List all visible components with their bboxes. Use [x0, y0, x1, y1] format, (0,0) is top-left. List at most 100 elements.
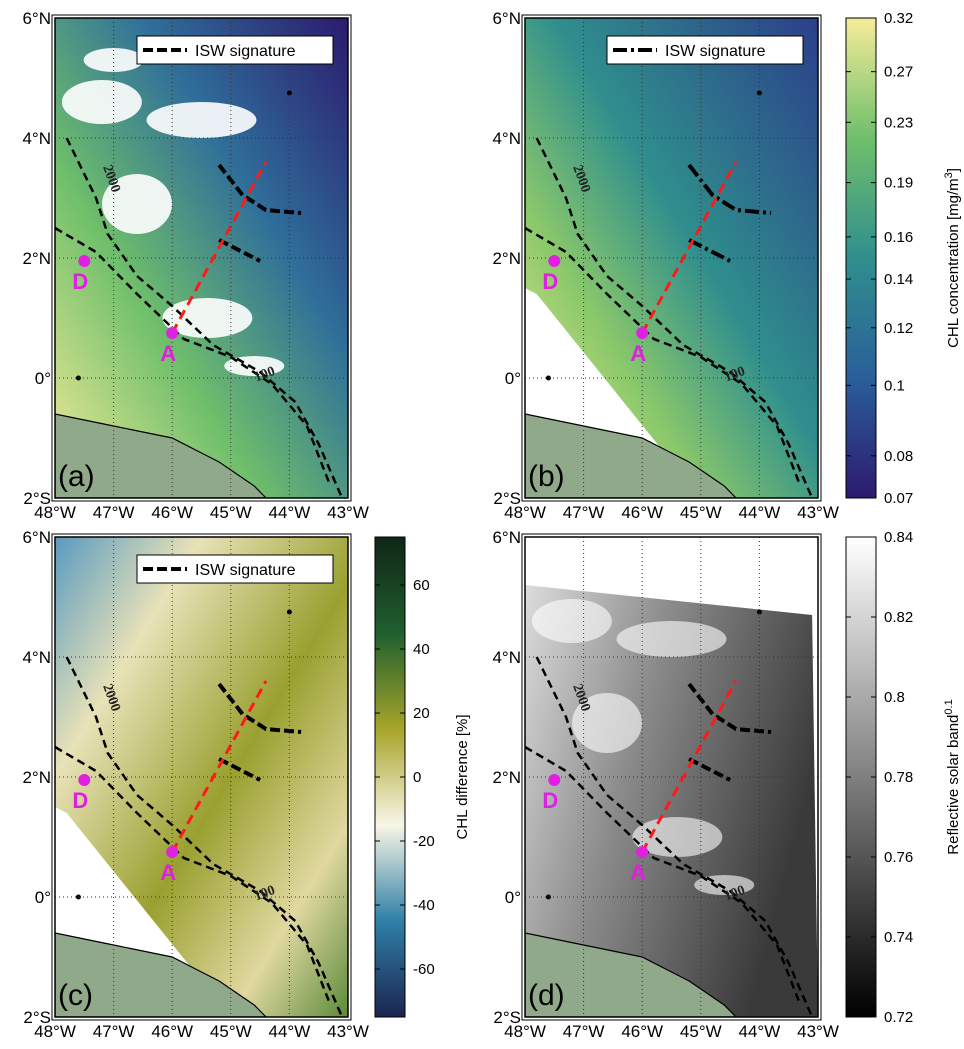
point-label: D — [72, 788, 88, 813]
legend-text: ISW signature — [665, 43, 766, 60]
frame — [54, 536, 349, 1018]
swath — [525, 585, 818, 1017]
frame — [524, 536, 819, 1018]
x-tick-label: 47°W — [93, 1022, 135, 1041]
point-label: D — [542, 788, 558, 813]
cloud — [616, 621, 727, 657]
cb-tick-label: 0.72 — [884, 1009, 913, 1026]
x-tick-label: 45°W — [210, 503, 252, 522]
cb-tick-label: 0.08 — [884, 448, 913, 465]
land — [55, 932, 267, 1017]
cb-tick-label: 0.23 — [884, 114, 913, 131]
colorbar — [845, 17, 877, 499]
isw-line — [688, 238, 732, 263]
imagery — [525, 18, 818, 498]
x-tick-label: 44°W — [739, 1022, 781, 1041]
x-tick-label: 46°W — [151, 1022, 193, 1041]
cloud — [83, 48, 144, 72]
y-tick-label: 2°N — [492, 768, 521, 787]
contour-label: 100 — [722, 364, 747, 385]
legend-text: ISW signature — [195, 562, 296, 579]
isw-line — [218, 238, 262, 263]
x-tick-label: 45°W — [210, 1022, 252, 1041]
y-tick-label: 2°S — [23, 489, 51, 508]
y-tick-label: 2°N — [22, 249, 51, 268]
y-tick-label: 2°N — [22, 768, 51, 787]
frame-outer — [51, 14, 352, 502]
frame-outer — [521, 533, 822, 1021]
data-area — [525, 18, 818, 498]
legend-box — [136, 554, 334, 584]
cb-tick-label: 0.84 — [884, 529, 913, 546]
panel-label: (b) — [528, 460, 565, 493]
x-tick-label: 45°W — [680, 1022, 722, 1041]
point-label: A — [160, 341, 176, 366]
cb-tick-label: 0.8 — [884, 689, 905, 706]
map-panel: 48°W 47°W 46°W 45°W 44°W 43°W 6°N 4°N 2°N 0° 2°S D A… — [492, 528, 962, 1041]
x-tick-label: 45°W — [680, 503, 722, 522]
y-tick-label: 6°N — [492, 9, 521, 28]
cloud — [162, 298, 253, 338]
imagery — [55, 18, 348, 498]
isw-line — [217, 682, 302, 734]
y-tick-label: 2°S — [23, 1008, 51, 1027]
cloud — [102, 174, 173, 234]
contour-label: 100 — [252, 883, 277, 904]
point-marker — [636, 846, 649, 858]
cb-tick-label: -60 — [413, 961, 435, 978]
site — [756, 90, 762, 96]
transect — [170, 161, 268, 334]
cb-tick-label: 0 — [413, 769, 421, 786]
cb-tick-label: 0.14 — [884, 271, 913, 288]
x-tick-label: 47°W — [563, 1022, 605, 1041]
x-tick-label: 43°W — [327, 1022, 369, 1041]
transect — [170, 680, 268, 853]
y-tick-label: 4°N — [22, 129, 51, 148]
x-tick-label: 44°W — [269, 503, 311, 522]
cb-tick-label: 0.82 — [884, 609, 913, 626]
x-tick-label: 44°W — [739, 503, 781, 522]
contour-100 — [55, 226, 332, 487]
cb-label-part: ] — [945, 168, 962, 172]
cb-tick-label: 0.19 — [884, 175, 913, 192]
land — [525, 413, 737, 498]
x-tick-label: 47°W — [563, 503, 605, 522]
cb-tick-label: -40 — [413, 897, 435, 914]
frame-outer — [51, 533, 352, 1021]
x-tick-label: 43°W — [327, 503, 369, 522]
map-panel: 48°W 47°W 46°W 45°W 44°W 43°W 6°N 4°N 2°N 0° 2°S D A… — [492, 9, 962, 522]
point-marker — [548, 255, 561, 267]
point-marker — [78, 774, 91, 786]
site — [545, 894, 551, 900]
cb-tick-label: 0.12 — [884, 320, 913, 337]
y-tick-label: 0° — [505, 369, 521, 388]
point-label: D — [72, 269, 88, 294]
cloud — [61, 80, 142, 124]
x-tick-label: 44°W — [269, 1022, 311, 1041]
cloud — [572, 693, 643, 753]
map-panel: 48°W 47°W 46°W 45°W 44°W 43°W 6°N 4°N 2°N 0° 2°S D A… — [22, 528, 471, 1041]
panel-label: (d) — [528, 979, 565, 1012]
cb-tick-label: 0.78 — [884, 769, 913, 786]
point-label: A — [630, 341, 646, 366]
isw-line — [217, 163, 302, 215]
legend-text: ISW signature — [195, 43, 296, 60]
x-tick-label: 48°W — [504, 1022, 546, 1041]
y-tick-label: 0° — [35, 888, 51, 907]
legend-box — [136, 35, 334, 65]
transect — [640, 161, 738, 334]
panel-label: (c) — [58, 979, 93, 1012]
point-marker — [636, 327, 649, 339]
site — [545, 375, 551, 381]
point-label: D — [542, 269, 558, 294]
y-tick-label: 0° — [505, 888, 521, 907]
y-tick-label: 2°S — [493, 489, 521, 508]
contour-100 — [525, 745, 802, 1006]
cb-tick-label: 0.16 — [884, 229, 913, 246]
point-marker — [166, 327, 179, 339]
contour-100 — [525, 226, 802, 487]
point-label: A — [160, 860, 176, 885]
x-tick-label: 46°W — [621, 503, 663, 522]
x-tick-label: 46°W — [621, 1022, 663, 1041]
